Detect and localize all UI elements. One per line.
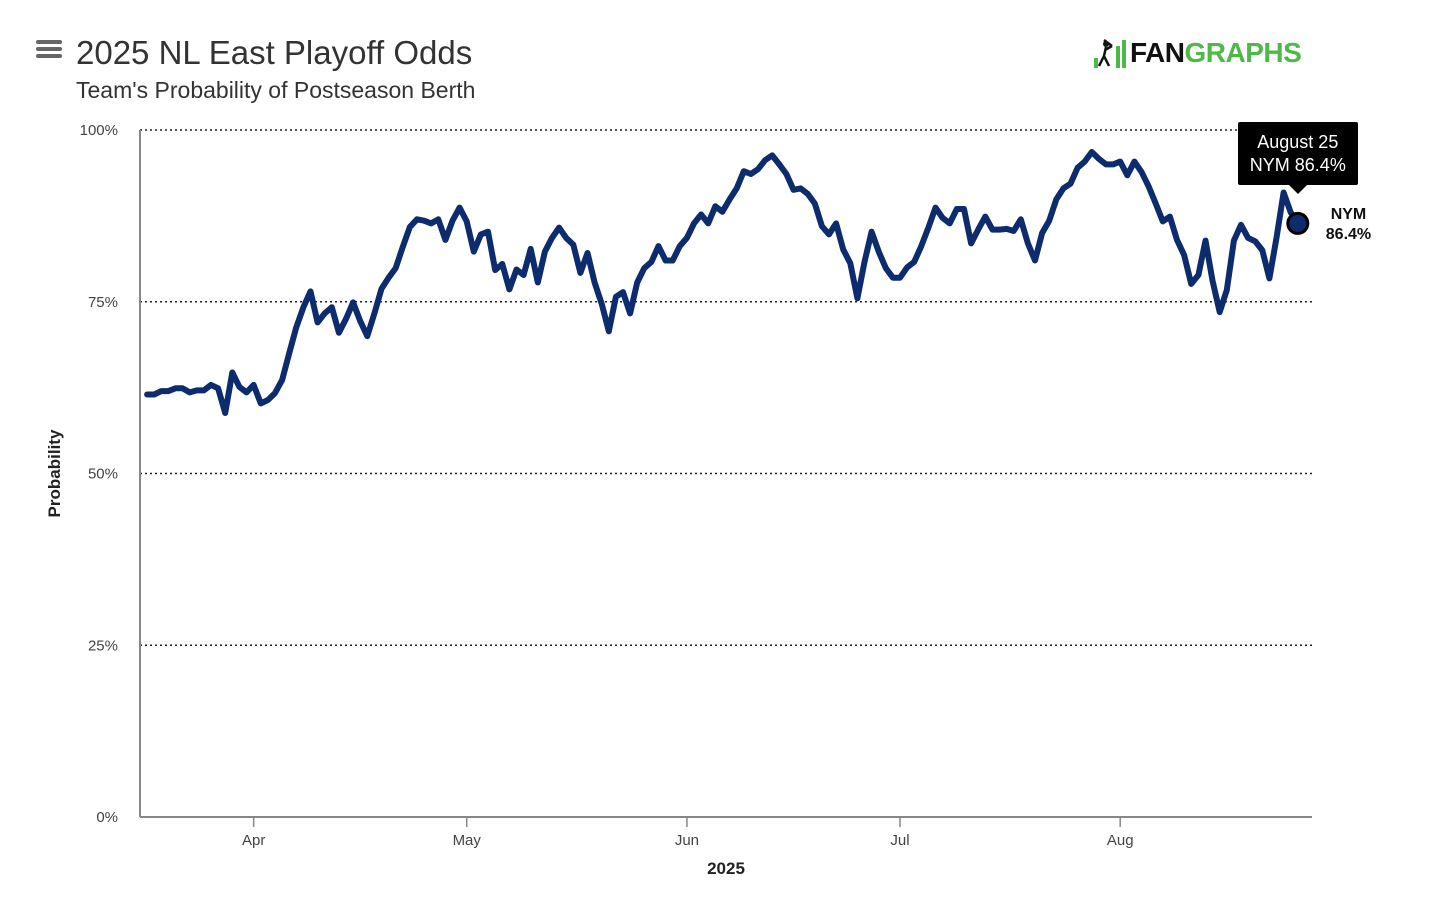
x-tick-label: Jun — [675, 832, 699, 849]
y-tick-label: 25% — [88, 637, 118, 654]
axes — [139, 130, 1312, 818]
menu-icon-bar — [36, 40, 62, 44]
chart-title: 2025 NL East Playoff Odds — [76, 34, 473, 71]
chart-subtitle: Team's Probability of Postseason Berth — [76, 77, 476, 103]
chart-menu-button[interactable] — [36, 40, 62, 62]
y-tick-label: 75% — [88, 294, 118, 311]
series-end-label: NYM 86.4% — [1326, 205, 1371, 245]
tooltip-date: August 25 — [1257, 132, 1339, 153]
end-label-value: 86.4% — [1325, 226, 1372, 244]
gridlines — [140, 129, 1312, 646]
end-label-team: NYM — [1330, 206, 1367, 224]
y-tick-label: 0% — [96, 809, 118, 826]
tooltip-value: NYM 86.4% — [1249, 155, 1346, 176]
x-tick-label: May — [453, 832, 482, 849]
fangraphs-logo-icon — [1094, 39, 1126, 68]
data-point-tooltip: August 25 NYM 86.4% — [1237, 122, 1358, 195]
x-tick-label: Apr — [242, 832, 265, 849]
y-tick-label: 100% — [80, 122, 118, 139]
menu-icon-bar — [36, 54, 62, 58]
x-tick-labels: Apr May Jun Jul Aug — [242, 817, 1134, 849]
x-tick-label: Jul — [890, 832, 909, 849]
y-axis-title: Probability — [45, 429, 64, 517]
y-tick-label: 50% — [88, 466, 118, 483]
fangraphs-logo[interactable]: FAN GRAPHS — [1092, 36, 1302, 70]
x-tick-label: Aug — [1107, 832, 1134, 849]
series-end-marker[interactable] — [1286, 211, 1310, 235]
series-layer — [144, 149, 1310, 416]
menu-icon-bar — [36, 47, 62, 51]
logo-text-fan: FAN — [1130, 37, 1185, 68]
x-axis-title: 2025 — [707, 859, 745, 878]
y-tick-labels: 0% 25% 50% 75% 100% — [80, 122, 118, 826]
series-line-nym[interactable] — [144, 149, 1301, 416]
logo-text-graphs: GRAPHS — [1184, 37, 1302, 68]
